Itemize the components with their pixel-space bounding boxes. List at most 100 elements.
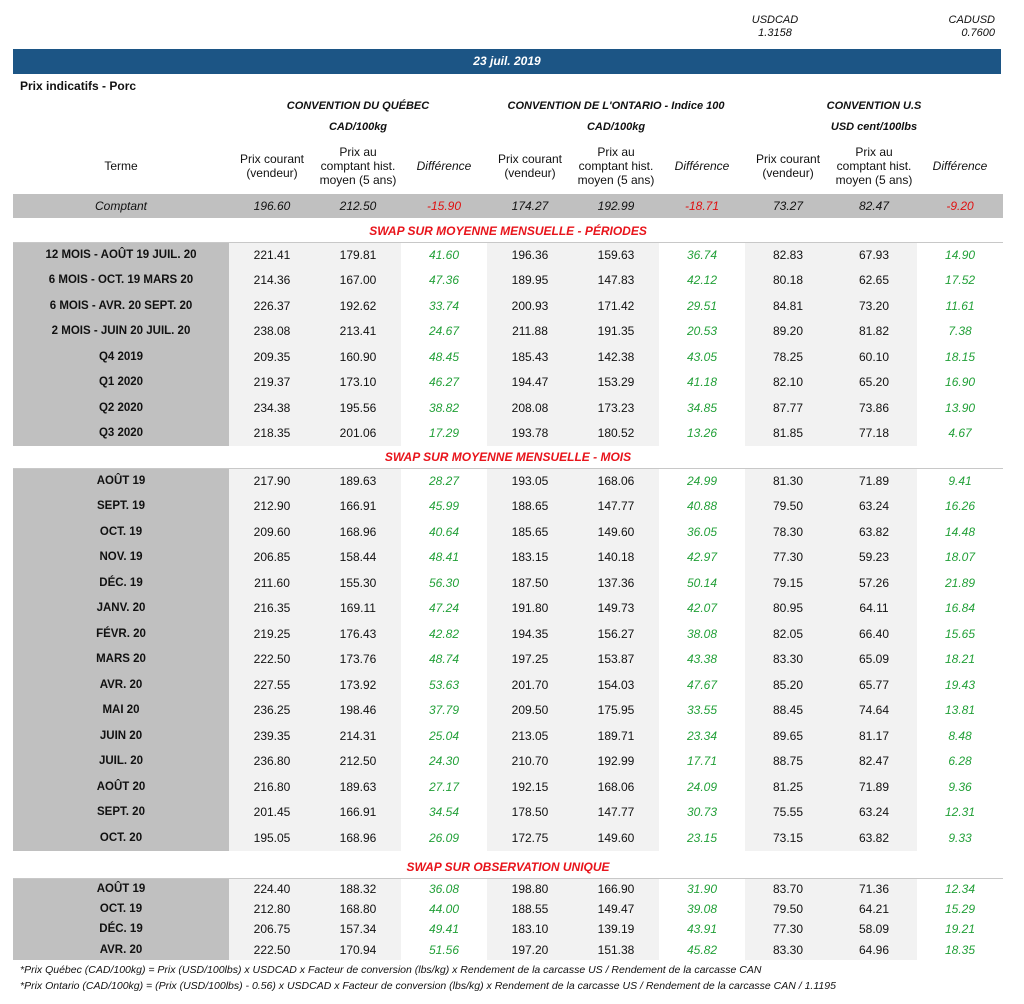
- cell: 36.08: [428, 881, 460, 896]
- note-quebec: *Prix Québec (CAD/100kg) = Prix (USD/100…: [20, 964, 762, 976]
- cell: 196.60: [229, 194, 315, 218]
- cell: 149.60: [573, 519, 659, 545]
- cell: 239.35: [229, 723, 315, 749]
- cell: 47.36: [428, 273, 460, 288]
- col-prix-courant: Prix courant (vendeur): [497, 152, 563, 180]
- cell: 206.75: [229, 919, 315, 940]
- cell: 80.95: [745, 595, 831, 621]
- cell: 37.79: [428, 703, 460, 718]
- cell: 48.74: [428, 652, 460, 667]
- cell: 195.05: [229, 825, 315, 851]
- table-row: 6 MOIS - OCT. 19 MARS 20 214.36 167.00 47.3…: [13, 267, 1003, 293]
- cell: 151.38: [573, 939, 659, 960]
- section-title: SWAP SUR MOYENNE MENSUELLE - MOIS: [13, 446, 1003, 469]
- cell: 195.56: [315, 395, 401, 421]
- cell: 211.60: [229, 570, 315, 596]
- date-banner: 23 juil. 2019: [13, 49, 1001, 74]
- cadusd-rate: CADUSD 0.7600: [948, 14, 995, 39]
- table-row: Q3 2020 218.35 201.06 17.29 193.78 180.52 13.2…: [13, 420, 1003, 446]
- cell: 160.90: [315, 344, 401, 370]
- cell: 197.25: [487, 646, 573, 672]
- table-row: 12 MOIS - AOÛT 19 JUIL. 20 221.41 179.81 41…: [13, 242, 1003, 268]
- cell: 168.06: [573, 774, 659, 800]
- cell: 17.52: [945, 273, 976, 288]
- section-title: SWAP SUR MOYENNE MENSUELLE - PÉRIODES: [13, 220, 1004, 243]
- row-label: MAI 20: [13, 697, 229, 723]
- cell: 49.41: [428, 922, 460, 937]
- cell: 218.35: [229, 420, 315, 446]
- table-row: OCT. 19 209.60 168.96 40.64 185.65 149.60 36.0…: [13, 519, 1003, 545]
- cell: 171.42: [573, 293, 659, 319]
- cell: 41.60: [428, 248, 460, 262]
- table-row: Q2 2020 234.38 195.56 38.82 208.08 173.23 34.8…: [13, 395, 1003, 421]
- row-label: SEPT. 20: [13, 799, 229, 825]
- cell: 197.20: [487, 939, 573, 960]
- cell: 153.87: [573, 646, 659, 672]
- cell: 142.38: [573, 344, 659, 370]
- unit-us: USD cent/100lbs: [830, 121, 918, 133]
- cell: 211.88: [487, 318, 573, 344]
- cell: 60.10: [831, 344, 917, 370]
- cell: 67.93: [831, 242, 917, 268]
- cell: 84.81: [745, 293, 831, 319]
- cell: 212.50: [315, 194, 401, 218]
- cell: 139.19: [573, 919, 659, 940]
- cell: 23.34: [686, 728, 718, 743]
- cell: 57.26: [831, 570, 917, 596]
- table-row: MARS 20 222.50 173.76 48.74 197.25 153.87 43.3…: [13, 646, 1003, 672]
- cell: 154.03: [573, 672, 659, 698]
- section-table: SWAP SUR OBSERVATION UNIQUE AOÛT 19 224.40…: [13, 856, 1004, 960]
- row-label: OCT. 19: [13, 519, 229, 545]
- cell: 214.36: [229, 267, 315, 293]
- cell: 173.76: [315, 646, 401, 672]
- cell: 176.43: [315, 621, 401, 647]
- cell: 83.30: [745, 646, 831, 672]
- cell: 16.26: [944, 499, 976, 514]
- cell: 212.80: [229, 898, 315, 919]
- cell: 17.29: [428, 426, 460, 441]
- cell: 29.51: [686, 298, 718, 313]
- cell: 222.50: [229, 939, 315, 960]
- row-label: 2 MOIS - JUIN 20 JUIL. 20: [13, 318, 229, 344]
- row-label: DÉC. 19: [13, 919, 229, 940]
- cell: 48.41: [428, 550, 460, 565]
- cell: 216.80: [229, 774, 315, 800]
- cell: 24.99: [686, 474, 718, 488]
- unit-ontario: CAD/100kg: [586, 121, 646, 133]
- cell: 21.89: [944, 575, 976, 590]
- table-row: AOÛT 20 216.80 189.63 27.17 192.15 168.06 24.0…: [13, 774, 1003, 800]
- cell: 185.65: [487, 519, 573, 545]
- cell: 196.36: [487, 242, 573, 268]
- cell: 4.67: [948, 426, 972, 441]
- cell: 63.24: [831, 493, 917, 519]
- cell: 9.33: [948, 830, 972, 845]
- cell: 13.26: [686, 426, 718, 441]
- cell: 214.31: [315, 723, 401, 749]
- table-row: AOÛT 19 217.90 189.63 28.27 193.05 168.06 24.9…: [13, 468, 1003, 494]
- table-row: OCT. 19 212.80 168.80 44.00 188.55 149.47 39.0…: [13, 898, 1003, 919]
- cell: 63.82: [831, 519, 917, 545]
- cell: -9.20: [917, 194, 1004, 218]
- cell: 73.27: [745, 194, 832, 218]
- cell: 25.04: [428, 728, 460, 743]
- row-label: Comptant: [13, 194, 229, 218]
- row-label: 12 MOIS - AOÛT 19 JUIL. 20: [13, 242, 229, 268]
- cell: 31.90: [686, 881, 718, 896]
- cell: 166.90: [573, 878, 659, 899]
- cell: 73.86: [831, 395, 917, 421]
- cell: 7.38: [948, 324, 972, 339]
- cell: 147.77: [573, 493, 659, 519]
- cell: 73.15: [745, 825, 831, 851]
- cell: 33.55: [686, 703, 718, 718]
- col-difference: Différence: [416, 159, 472, 173]
- cell: 173.10: [315, 369, 401, 395]
- cell: 191.35: [573, 318, 659, 344]
- section-title: SWAP SUR OBSERVATION UNIQUE: [13, 856, 1004, 879]
- cell: 183.10: [487, 919, 573, 940]
- cell: 155.30: [315, 570, 401, 596]
- table-row: SEPT. 20 201.45 166.91 34.54 178.50 147.77 30.…: [13, 799, 1003, 825]
- row-label: DÉC. 19: [13, 570, 229, 596]
- cell: 83.30: [745, 939, 831, 960]
- cell: 87.77: [745, 395, 831, 421]
- cell: 50.14: [686, 575, 718, 590]
